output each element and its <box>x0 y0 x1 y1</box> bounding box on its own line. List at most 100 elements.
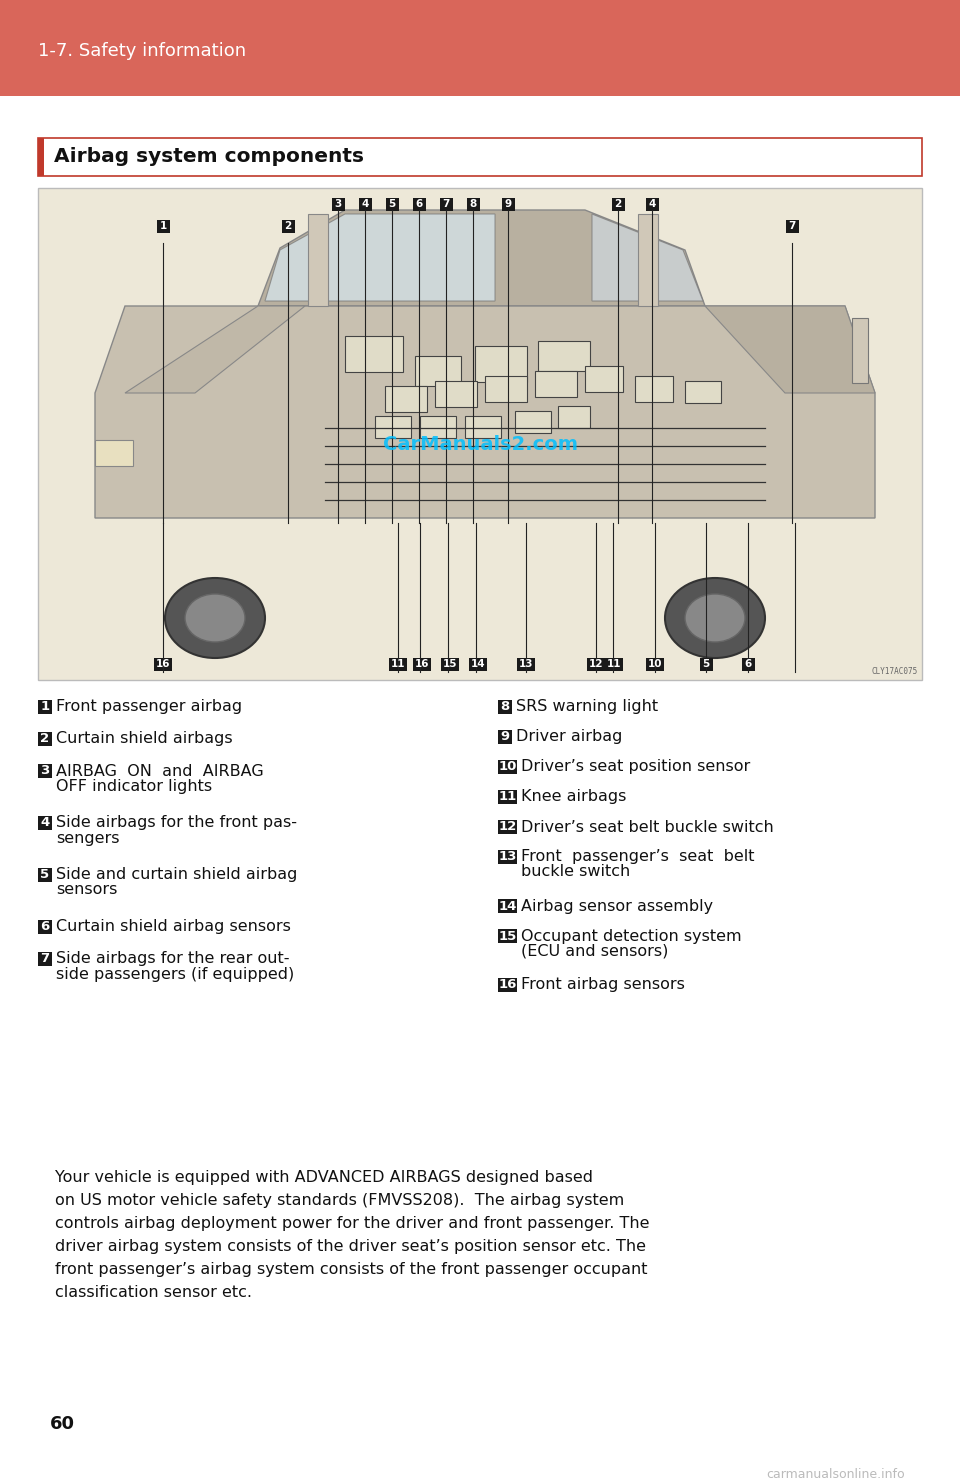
Bar <box>467 197 479 211</box>
Text: 2: 2 <box>614 199 622 209</box>
Bar <box>389 657 407 671</box>
Text: 9: 9 <box>504 199 512 209</box>
Text: 10: 10 <box>498 760 516 773</box>
Bar <box>475 346 527 381</box>
Text: 16: 16 <box>156 659 170 669</box>
Text: 13: 13 <box>498 850 516 864</box>
Text: Front  passenger’s  seat  belt: Front passenger’s seat belt <box>521 849 755 865</box>
Text: Your vehicle is equipped with ADVANCED AIRBAGS designed based: Your vehicle is equipped with ADVANCED A… <box>55 1169 593 1186</box>
Text: Curtain shield airbag sensors: Curtain shield airbag sensors <box>56 920 291 935</box>
Bar <box>498 850 517 864</box>
Bar <box>587 657 605 671</box>
Bar <box>0 0 960 96</box>
Bar <box>38 868 52 881</box>
Bar <box>435 381 477 407</box>
Text: Occupant detection system: Occupant detection system <box>521 929 742 944</box>
Text: on US motor vehicle safety standards (FMVSS208).  The airbag system: on US motor vehicle safety standards (FM… <box>55 1193 624 1208</box>
Bar <box>498 760 517 775</box>
Text: 60: 60 <box>50 1416 75 1434</box>
Bar <box>375 416 411 438</box>
Text: 15: 15 <box>443 659 457 669</box>
Text: sengers: sengers <box>56 831 119 846</box>
Text: 11: 11 <box>391 659 405 669</box>
Polygon shape <box>125 306 305 393</box>
Text: 14: 14 <box>498 899 516 913</box>
Text: OFF indicator lights: OFF indicator lights <box>56 779 212 794</box>
Text: sensors: sensors <box>56 883 117 898</box>
Bar <box>308 214 328 306</box>
Text: 8: 8 <box>469 199 476 209</box>
Bar <box>645 197 659 211</box>
Text: Driver’s seat belt buckle switch: Driver’s seat belt buckle switch <box>521 819 774 834</box>
Bar <box>441 657 459 671</box>
Text: 16: 16 <box>498 978 516 991</box>
Bar <box>498 821 517 834</box>
Text: 4: 4 <box>648 199 656 209</box>
Bar <box>331 197 345 211</box>
Text: 14: 14 <box>470 659 486 669</box>
Bar <box>741 657 755 671</box>
Bar <box>558 407 590 427</box>
Bar <box>635 375 673 402</box>
Bar <box>38 732 52 746</box>
Bar <box>95 439 133 466</box>
Bar <box>515 411 551 433</box>
Text: 6: 6 <box>744 659 752 669</box>
Text: 4: 4 <box>361 199 369 209</box>
Bar <box>386 197 398 211</box>
Bar <box>38 138 44 177</box>
Text: 13: 13 <box>518 659 533 669</box>
Text: Side and curtain shield airbag: Side and curtain shield airbag <box>56 868 298 883</box>
Bar <box>498 899 517 913</box>
Text: Airbag sensor assembly: Airbag sensor assembly <box>521 898 713 914</box>
Text: 15: 15 <box>498 929 516 942</box>
Bar <box>38 816 52 830</box>
Polygon shape <box>592 214 703 301</box>
Text: 5: 5 <box>703 659 709 669</box>
Bar <box>420 416 456 438</box>
Bar <box>612 197 625 211</box>
Ellipse shape <box>685 594 745 643</box>
Ellipse shape <box>185 594 245 643</box>
Text: SRS warning light: SRS warning light <box>516 699 659 714</box>
Ellipse shape <box>665 577 765 657</box>
Bar <box>485 375 527 402</box>
Bar <box>415 356 461 386</box>
Text: 7: 7 <box>443 199 449 209</box>
Bar <box>498 929 517 942</box>
Text: 8: 8 <box>500 700 510 714</box>
Bar <box>38 764 52 778</box>
Text: Curtain shield airbags: Curtain shield airbags <box>56 732 232 746</box>
Text: 2: 2 <box>40 733 50 745</box>
Text: AIRBAG  ON  and  AIRBAG: AIRBAG ON and AIRBAG <box>56 763 264 779</box>
Text: 1: 1 <box>159 221 167 232</box>
Text: Side airbags for the front pas-: Side airbags for the front pas- <box>56 816 297 831</box>
Bar <box>498 789 517 804</box>
Text: Driver airbag: Driver airbag <box>516 730 622 745</box>
Bar <box>785 220 799 233</box>
Text: 5: 5 <box>389 199 396 209</box>
Text: 11: 11 <box>498 791 516 803</box>
Bar <box>281 220 295 233</box>
Text: carmanualsonline.info: carmanualsonline.info <box>766 1468 905 1481</box>
Text: 3: 3 <box>334 199 342 209</box>
Text: 1: 1 <box>40 700 50 714</box>
Ellipse shape <box>165 577 265 657</box>
Bar <box>646 657 664 671</box>
Text: (ECU and sensors): (ECU and sensors) <box>521 944 668 959</box>
Bar <box>38 700 52 714</box>
Text: 4: 4 <box>40 816 50 830</box>
Text: 7: 7 <box>40 953 50 966</box>
Bar <box>358 197 372 211</box>
Text: Knee airbags: Knee airbags <box>521 789 626 804</box>
Bar <box>156 220 170 233</box>
Text: 5: 5 <box>40 868 50 881</box>
Bar <box>498 730 512 743</box>
Bar <box>345 335 403 372</box>
Bar <box>440 197 452 211</box>
Bar <box>585 367 623 392</box>
Bar <box>469 657 487 671</box>
Text: Front passenger airbag: Front passenger airbag <box>56 699 242 714</box>
Text: 12: 12 <box>498 821 516 834</box>
Text: buckle switch: buckle switch <box>521 865 631 880</box>
